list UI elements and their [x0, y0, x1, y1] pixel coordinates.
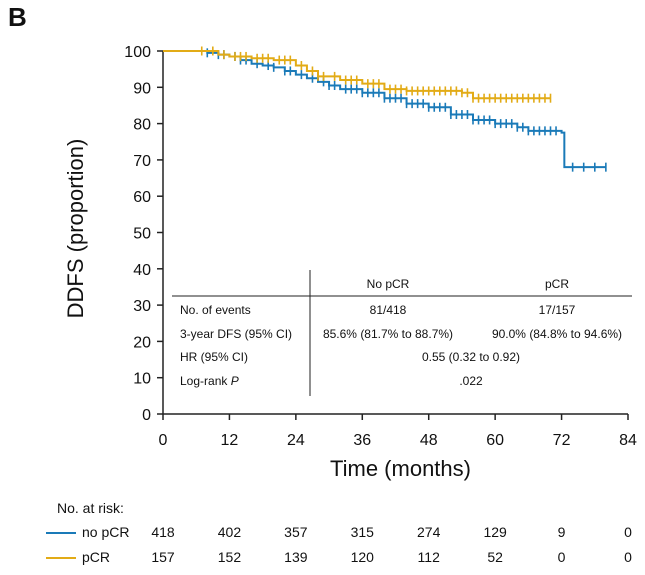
table-header: No pCR: [367, 277, 410, 291]
risk-value: 112: [417, 549, 440, 565]
x-tick-label: 0: [159, 432, 168, 449]
risk-value: 139: [284, 549, 308, 565]
table-cell-merged: 0.55 (0.32 to 0.92): [422, 350, 520, 364]
y-tick-label: 0: [142, 407, 151, 424]
legend-swatch: [46, 557, 76, 559]
table-cell: 85.6% (81.7% to 88.7%): [323, 327, 453, 341]
x-tick-label: 72: [553, 432, 571, 449]
y-axis-title: DDFS (proportion): [63, 139, 88, 319]
risk-value: 120: [350, 549, 374, 565]
y-tick-label: 20: [133, 334, 151, 351]
x-tick-label: 48: [420, 432, 438, 449]
risk-value: 402: [217, 524, 242, 540]
risk-value: 152: [217, 549, 242, 565]
x-tick-label: 12: [221, 432, 239, 449]
curve-no-pcr: [163, 50, 606, 169]
risk-value: 0: [624, 549, 632, 565]
risk-value: 52: [487, 549, 503, 565]
x-tick-label: 60: [486, 432, 504, 449]
y-tick-label: 90: [133, 80, 151, 97]
risk-value: 357: [284, 524, 308, 540]
risk-value: 418: [151, 524, 175, 540]
table-cell: 17/157: [539, 303, 576, 317]
x-tick-label: 84: [619, 432, 637, 449]
risk-value: 0: [557, 549, 566, 565]
y-tick-label: 70: [133, 153, 151, 170]
panel-letter: B: [8, 2, 27, 32]
risk-row: pCR 157 152 139 120 112 52 0 0: [0, 549, 645, 567]
x-tick-label: 24: [287, 432, 305, 449]
risk-table-title: No. at risk:: [57, 500, 124, 516]
y-tick-label: 10: [133, 371, 151, 388]
risk-value: 274: [417, 524, 441, 540]
x-tick-label: 36: [353, 432, 371, 449]
table-row-label: No. of events: [180, 303, 251, 317]
risk-value: 129: [483, 524, 507, 540]
y-tick-label: 80: [133, 117, 151, 134]
risk-row-label: pCR: [82, 549, 111, 565]
curve-pcr: [163, 50, 551, 100]
risk-row-label: no pCR: [82, 524, 130, 540]
table-row-label: Log-rank P: [180, 374, 239, 388]
y-tick-label: 30: [133, 298, 151, 315]
y-tick-label: 40: [133, 262, 151, 279]
table-row-label: HR (95% CI): [180, 350, 248, 364]
y-tick-label: 50: [133, 226, 151, 243]
risk-row: no pCR 418 402 357 315 274 129 9 0: [0, 524, 645, 542]
risk-value: 315: [350, 524, 374, 540]
table-cell-merged: .022: [459, 374, 483, 388]
table-cell: 90.0% (84.8% to 94.6%): [492, 327, 622, 341]
table-cell: 81/418: [370, 303, 407, 317]
x-axis-title: Time (months): [330, 456, 471, 481]
table-header: pCR: [545, 277, 569, 291]
table-row-label: 3-year DFS (95% CI): [180, 327, 292, 341]
y-tick-label: 100: [124, 44, 151, 61]
risk-value: 157: [151, 549, 175, 565]
risk-value: 0: [624, 524, 632, 540]
y-tick-label: 60: [133, 189, 151, 206]
legend-swatch: [46, 532, 76, 534]
risk-value: 9: [557, 524, 566, 540]
